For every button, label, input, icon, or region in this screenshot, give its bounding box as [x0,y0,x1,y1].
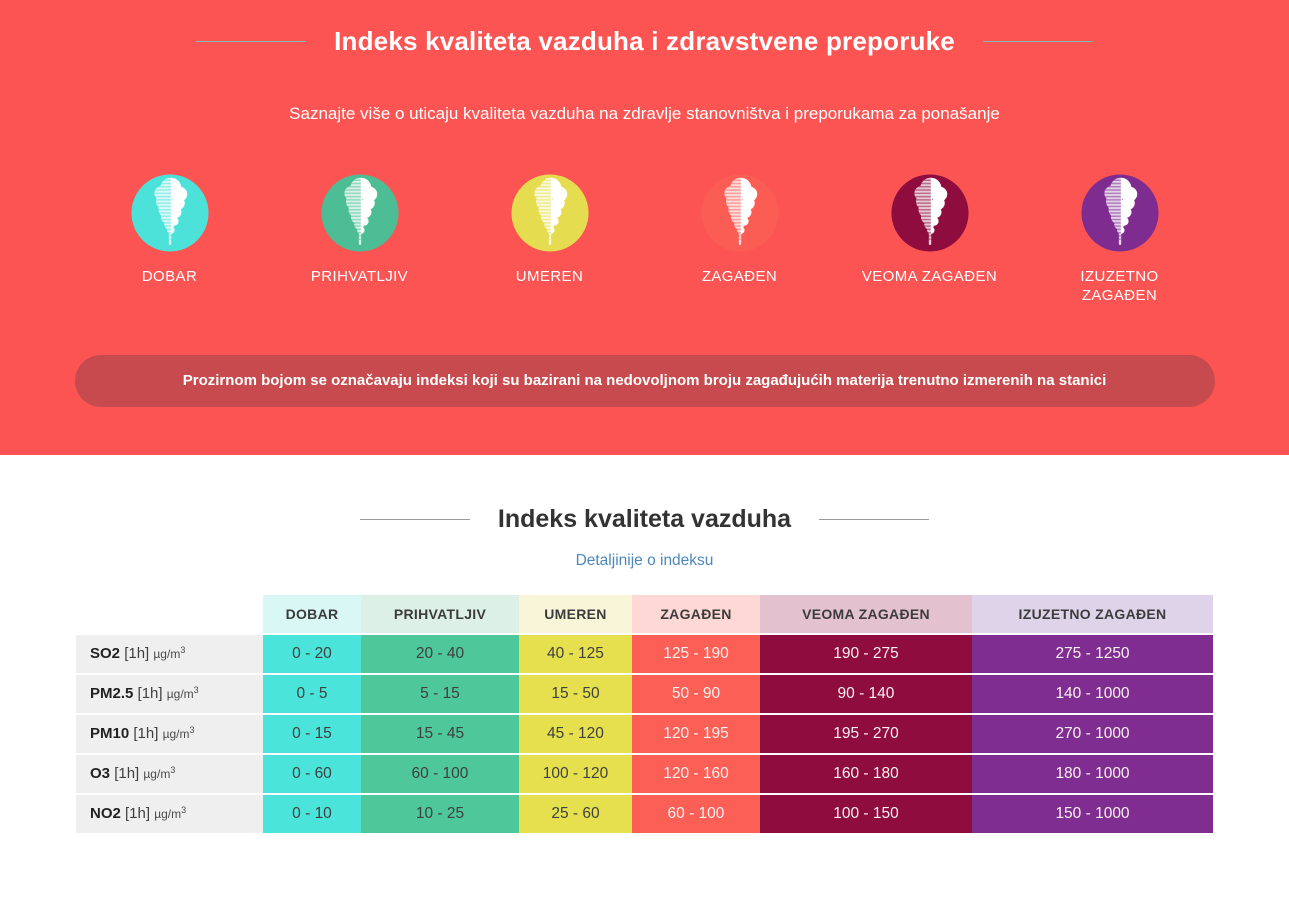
smoke-plume-icon [320,174,399,252]
range-cell: 275 - 1250 [972,632,1213,673]
aqi-level-dobar: DOBAR [75,172,265,306]
table-row-no2: NO2 [1h] µg/m3 0 - 10 10 - 25 25 - 60 60… [76,792,1213,833]
level-label: PRIHVATLJIV [310,268,409,285]
range-cell: 100 - 150 [760,792,972,833]
aqi-index-section: Indeks kvaliteta vazduha Detaljinije o i… [0,455,1289,833]
range-cell: 0 - 5 [263,672,361,713]
aqi-level-izuzetno-zagaden: IZUZETNO ZAGAĐEN [1025,172,1215,306]
pollutant-label: PM10 [1h] µg/m3 [76,712,263,753]
smoke-plume-icon [700,174,779,252]
section-title-row: Indeks kvaliteta vazduha [0,505,1289,534]
table-row-o3: O3 [1h] µg/m3 0 - 60 60 - 100 100 - 120 … [76,752,1213,793]
range-cell: 60 - 100 [632,792,760,833]
range-cell: 60 - 100 [361,752,519,793]
column-header-umeren: UMEREN [519,594,632,633]
range-cell: 125 - 190 [632,632,760,673]
range-cell: 20 - 40 [361,632,519,673]
transparency-notice: Prozirnom bojom se označavaju indeksi ko… [74,354,1215,407]
range-cell: 180 - 1000 [972,752,1213,793]
table-row-so2: SO2 [1h] µg/m3 0 - 20 20 - 40 40 - 125 1… [76,632,1213,673]
hero-section: Indeks kvaliteta vazduha i zdravstvene p… [0,0,1289,455]
level-label: VEOMA ZAGAĐEN [861,268,998,285]
range-cell: 120 - 160 [632,752,760,793]
range-cell: 190 - 275 [760,632,972,673]
index-details-link[interactable]: Detaljinije o indeksu [575,551,714,569]
range-cell: 0 - 60 [263,752,361,793]
table-header-row: DOBAR PRIHVATLJIV UMEREN ZAGAĐEN VEOMA Z… [76,594,1213,633]
smoke-plume-icon [130,174,209,252]
pollutant-label: PM2.5 [1h] µg/m3 [76,672,263,713]
range-cell: 0 - 10 [263,792,361,833]
range-cell: 140 - 1000 [972,672,1213,713]
range-cell: 100 - 120 [519,752,632,793]
smoke-plume-icon [1080,174,1159,252]
smoke-plume-icon [890,174,969,252]
range-cell: 40 - 125 [519,632,632,673]
corner-header-cell [76,595,263,633]
title-decor-line-right [819,518,930,520]
aqi-level-umeren: UMEREN [455,172,645,306]
title-decor-line-left [359,518,470,520]
column-header-dobar: DOBAR [263,594,361,633]
range-cell: 15 - 50 [519,672,632,713]
hero-subtitle: Saznajte više o uticaju kvaliteta vazduh… [289,104,1000,123]
hero-title-row: Indeks kvaliteta vazduha i zdravstvene p… [0,26,1289,57]
range-cell: 90 - 140 [760,672,972,713]
range-cell: 25 - 60 [519,792,632,833]
range-cell: 0 - 20 [263,632,361,673]
column-header-veoma-zagaden: VEOMA ZAGAĐEN [760,594,972,633]
range-cell: 120 - 195 [632,712,760,753]
aqi-levels-legend: DOBAR PRIHVATLJIV UMEREN [75,172,1215,306]
range-cell: 50 - 90 [632,672,760,713]
range-cell: 45 - 120 [519,712,632,753]
aqi-index-table: DOBAR PRIHVATLJIV UMEREN ZAGAĐEN VEOMA Z… [76,594,1213,833]
level-label: UMEREN [515,268,584,285]
aqi-level-veoma-zagaden: VEOMA ZAGAĐEN [835,172,1025,306]
level-label: ZAGAĐEN [701,268,778,285]
table-row-pm10: PM10 [1h] µg/m3 0 - 15 15 - 45 45 - 120 … [76,712,1213,753]
pollutant-label: SO2 [1h] µg/m3 [76,632,263,673]
range-cell: 5 - 15 [361,672,519,713]
section-title: Indeks kvaliteta vazduha [497,504,792,533]
aqi-level-zagaden: ZAGAĐEN [645,172,835,306]
pollutant-label: O3 [1h] µg/m3 [76,752,263,793]
page-title: Indeks kvaliteta vazduha i zdravstvene p… [334,26,955,56]
range-cell: 160 - 180 [760,752,972,793]
range-cell: 10 - 25 [361,792,519,833]
pollutant-label: NO2 [1h] µg/m3 [76,792,263,833]
title-decor-line-right [982,41,1093,42]
column-header-prihvatljiv: PRIHVATLJIV [361,594,519,633]
range-cell: 195 - 270 [760,712,972,753]
range-cell: 150 - 1000 [972,792,1213,833]
level-label: IZUZETNO ZAGAĐEN [1080,268,1159,304]
title-decor-line-left [196,41,307,42]
range-cell: 270 - 1000 [972,712,1213,753]
level-label: DOBAR [141,268,198,285]
column-header-zagaden: ZAGAĐEN [632,594,760,633]
range-cell: 0 - 15 [263,712,361,753]
table-row-pm25: PM2.5 [1h] µg/m3 0 - 5 5 - 15 15 - 50 50… [76,672,1213,713]
smoke-plume-icon [510,174,589,252]
column-header-izuzetno-zagaden: IZUZETNO ZAGAĐEN [972,594,1213,633]
range-cell: 15 - 45 [361,712,519,753]
aqi-level-prihvatljiv: PRIHVATLJIV [265,172,455,306]
